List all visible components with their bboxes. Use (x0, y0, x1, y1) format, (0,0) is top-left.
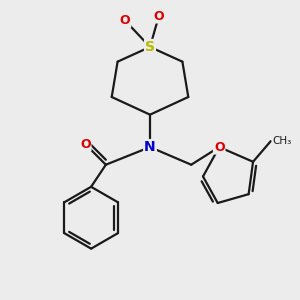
Text: O: O (80, 138, 91, 151)
Text: O: O (214, 141, 224, 154)
Text: CH₃: CH₃ (272, 136, 291, 146)
Text: N: N (144, 140, 156, 154)
Text: S: S (145, 40, 155, 54)
Text: O: O (120, 14, 130, 27)
Text: O: O (154, 10, 164, 22)
